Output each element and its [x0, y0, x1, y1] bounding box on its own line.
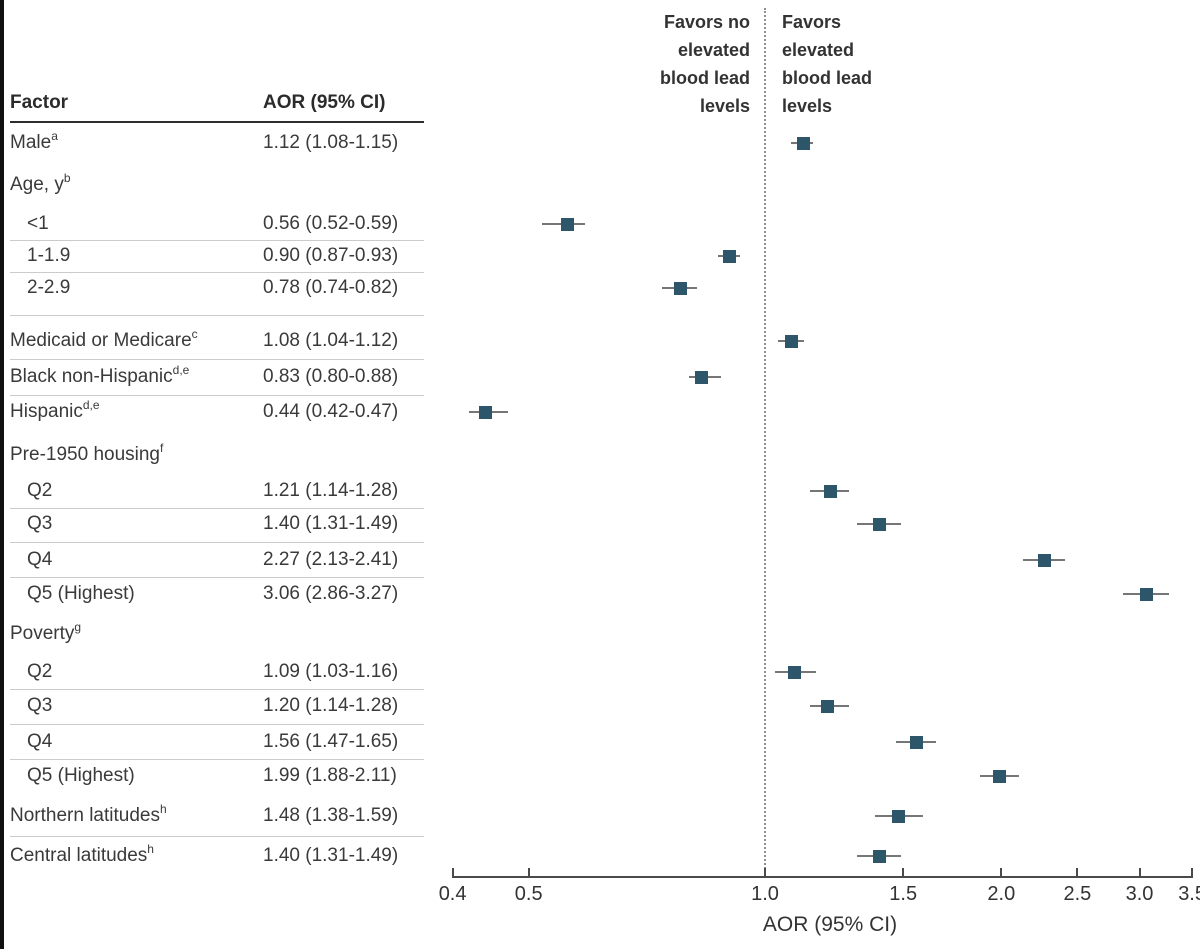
factor-row-label: 1-1.9: [27, 245, 71, 266]
factor-row-label: Q5 (Highest): [27, 765, 135, 786]
point-estimate-marker: [784, 334, 798, 348]
factor-row-label: Q4: [27, 731, 53, 752]
x-axis-tick-label: 3.5: [1178, 883, 1200, 905]
factor-row-label: Q3: [27, 695, 53, 716]
factor-row-label: Hispanicd,e: [10, 397, 100, 422]
favors-elevated-label: Favors elevated blood lead levels: [782, 12, 872, 116]
aor-value: 1.99 (1.88-2.11): [263, 765, 397, 786]
x-axis-tick: [1138, 868, 1141, 876]
point-estimate-marker: [478, 405, 492, 419]
factor-row-label: Q4: [27, 549, 53, 570]
x-axis-tick: [1076, 868, 1079, 876]
factor-row-label: Medicaid or Medicarec: [10, 326, 198, 351]
aor-value: 3.06 (2.86-3.27): [263, 583, 399, 604]
point-estimate-marker: [722, 249, 736, 263]
factor-row-label: Q2: [27, 480, 53, 501]
aor-value: 0.56 (0.52-0.59): [263, 213, 399, 234]
row-separator: [10, 359, 424, 360]
row-separator: [10, 272, 424, 273]
point-estimate-marker: [823, 484, 837, 498]
point-estimate-marker: [873, 849, 887, 863]
aor-value: 0.78 (0.74-0.82): [263, 277, 399, 298]
x-axis-tick: [527, 868, 530, 876]
x-axis-tick-label: 2.5: [1063, 883, 1092, 905]
x-axis-line: [452, 876, 1193, 878]
row-separator: [10, 724, 424, 725]
aor-value: 1.09 (1.03-1.16): [263, 661, 399, 682]
point-estimate-marker: [820, 699, 834, 713]
aor-value: 1.12 (1.08-1.15): [263, 132, 399, 153]
point-estimate-marker: [673, 281, 687, 295]
x-axis-tick: [764, 868, 766, 876]
point-estimate-marker: [695, 370, 708, 384]
factor-row-label: Central latitudesh: [10, 841, 154, 866]
factor-row-label: Q3: [27, 513, 53, 534]
row-separator: [10, 395, 424, 396]
table-header-rule: [10, 121, 424, 123]
x-axis-tick: [902, 868, 905, 876]
row-separator: [10, 315, 424, 316]
row-separator: [10, 689, 424, 690]
x-axis-tick-label: 1.0: [751, 883, 779, 905]
x-axis-tick-label: 2.0: [987, 883, 1016, 905]
row-separator: [10, 836, 424, 837]
row-separator: [10, 508, 424, 509]
figure-left-border: [0, 0, 4, 949]
aor-value: 2.27 (2.13-2.41): [263, 549, 399, 570]
aor-value: 1.40 (1.31-1.49): [263, 845, 399, 866]
point-estimate-marker: [1139, 587, 1153, 601]
aor-value: 1.08 (1.04-1.12): [263, 330, 399, 351]
factor-group-label: Pre-1950 housingf: [10, 440, 164, 465]
x-axis-title: AOR (95% CI): [762, 913, 898, 936]
factor-row-label: Q5 (Highest): [27, 583, 135, 604]
point-estimate-marker: [787, 665, 801, 679]
point-estimate-marker: [797, 136, 811, 150]
aor-value: 1.48 (1.38-1.59): [263, 805, 399, 826]
row-separator: [10, 759, 424, 760]
column-header-factor: Factor: [10, 92, 69, 113]
aor-value: 1.40 (1.31-1.49): [263, 513, 399, 534]
x-axis-tick: [1000, 868, 1003, 876]
x-axis-tick-label: 0.5: [514, 883, 543, 905]
point-estimate-marker: [892, 809, 906, 823]
factor-group-label: Age, yb: [10, 170, 71, 195]
column-header-aor: AOR (95% CI): [263, 92, 386, 113]
x-axis-tick-label: 1.5: [889, 883, 918, 905]
point-estimate-marker: [993, 769, 1007, 783]
factor-group-label: Povertyg: [10, 619, 82, 644]
point-estimate-marker: [1038, 553, 1051, 567]
aor-value: 0.44 (0.42-0.47): [263, 401, 399, 422]
factor-row-label: Black non-Hispanicd,e: [10, 362, 190, 387]
x-axis-tick: [1191, 868, 1194, 876]
row-separator: [10, 542, 424, 543]
factor-row-label: Northern latitudesh: [10, 801, 167, 826]
factor-row-label: 2-2.9: [27, 277, 71, 298]
row-separator: [10, 240, 424, 241]
point-estimate-marker: [560, 217, 574, 231]
aor-value: 1.21 (1.14-1.28): [263, 480, 399, 501]
factor-row-label: Malea: [10, 128, 58, 153]
aor-value: 1.20 (1.14-1.28): [263, 695, 399, 716]
point-estimate-marker: [873, 517, 887, 531]
reference-line: [764, 8, 766, 872]
row-separator: [10, 577, 424, 578]
x-axis-tick-label: 0.4: [438, 883, 467, 905]
x-axis-tick: [451, 868, 454, 876]
aor-value: 1.56 (1.47-1.65): [263, 731, 399, 752]
point-estimate-marker: [910, 735, 924, 749]
favors-no-elevated-label: Favors no elevated blood lead levels: [660, 12, 750, 116]
aor-value: 0.83 (0.80-0.88): [263, 366, 399, 387]
x-axis-tick-label: 3.0: [1125, 883, 1154, 905]
aor-value: 0.90 (0.87-0.93): [263, 245, 399, 266]
factor-row-label: Q2: [27, 661, 53, 682]
factor-row-label: <1: [27, 213, 49, 234]
